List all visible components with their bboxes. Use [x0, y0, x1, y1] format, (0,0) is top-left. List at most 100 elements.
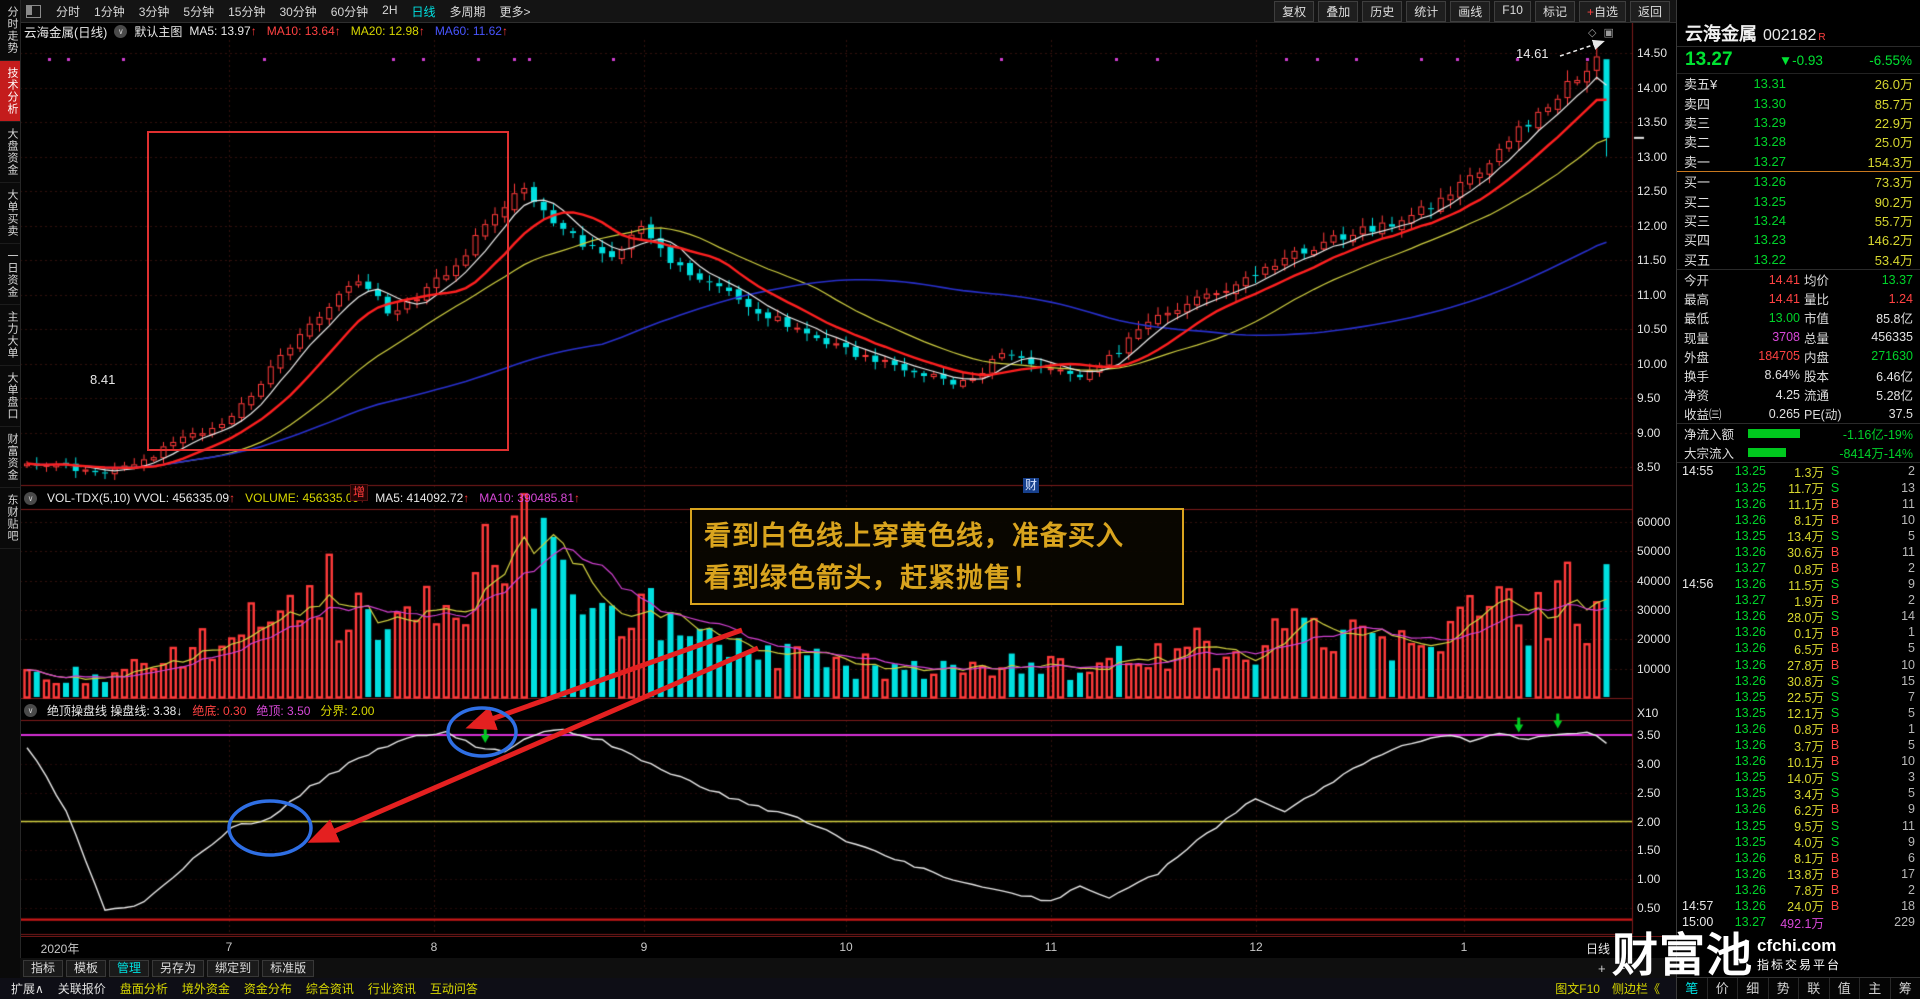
tick-row[interactable]: 13.26 0.8万 B 1 — [1677, 721, 1920, 738]
split-screen-icon[interactable] — [26, 4, 41, 18]
tick-row[interactable]: 13.25 12.1万 S 5 — [1677, 705, 1920, 722]
status-item-5[interactable]: 资金分布 — [243, 982, 292, 996]
indicator-settings-icon[interactable]: ∨ — [24, 703, 37, 717]
indicator-tab-6[interactable]: 标准版 — [262, 959, 315, 977]
tick-row[interactable]: 13.27 1.9万 B 2 — [1677, 592, 1920, 609]
tick-row[interactable]: 13.26 0.1万 B 1 — [1677, 624, 1920, 641]
sidebar-item-2[interactable]: 技术分析 — [0, 61, 20, 122]
orderbook-row[interactable]: 买二 13.25 90.2万 — [1677, 191, 1920, 210]
tick-row[interactable]: 13.25 11.7万 S 13 — [1677, 480, 1920, 497]
chart-settings-icon[interactable]: ∨ — [114, 24, 128, 38]
toolbar-button-4[interactable]: 统计 — [1406, 0, 1447, 22]
tick-row[interactable]: 13.26 27.8万 B 10 — [1677, 657, 1920, 674]
tick-row[interactable]: 14:55 13.25 1.3万 S 2 — [1677, 463, 1920, 480]
zoom-out-button[interactable]: − — [1617, 960, 1626, 976]
tick-row[interactable]: 13.26 7.8万 B 2 — [1677, 882, 1920, 899]
period-tab-6[interactable]: 30分钟 — [279, 4, 317, 19]
sidebar-item-4[interactable]: 大单买卖 — [0, 183, 20, 244]
tick-row[interactable]: 13.26 8.1万 B 10 — [1677, 512, 1920, 529]
period-tab-3[interactable]: 3分钟 — [138, 4, 170, 19]
indicator-tab-2[interactable]: 模板 — [66, 959, 107, 977]
price-chart-canvas[interactable] — [20, 22, 1676, 936]
status-right-item-1[interactable]: 图文F10 — [1555, 982, 1600, 996]
status-right-item-2[interactable]: 侧边栏《 — [1611, 982, 1660, 996]
sidebar-item-5[interactable]: 一日资金 — [0, 244, 20, 305]
orderbook-row[interactable]: 买三 13.24 55.7万 — [1677, 211, 1920, 230]
tick-row[interactable]: 13.26 30.8万 S 15 — [1677, 673, 1920, 690]
increase-event-marker[interactable]: 增 — [350, 484, 368, 501]
period-tab-7[interactable]: 60分钟 — [330, 4, 369, 19]
toolbar-button-7[interactable]: 标记 — [1534, 0, 1575, 22]
indicator-tab-4[interactable]: 另存为 — [152, 959, 205, 977]
period-tab-4[interactable]: 5分钟 — [183, 4, 215, 19]
period-tab-1[interactable]: 分时 — [56, 4, 81, 19]
toolbar-button-8[interactable]: +自选 — [1578, 0, 1626, 22]
orderbook-row[interactable]: 卖五¥ 13.31 26.0万 — [1677, 74, 1920, 93]
sidebar-item-7[interactable]: 大单盘口 — [0, 366, 20, 427]
indicator-tab-3[interactable]: 管理 — [109, 959, 150, 977]
orderbook-row[interactable]: 买五 13.22 53.4万 — [1677, 250, 1920, 269]
news-event-marker[interactable]: 财 — [1023, 478, 1039, 493]
quote-tab-5[interactable]: 联 — [1799, 978, 1830, 999]
status-item-1[interactable]: 扩展∧ — [11, 982, 44, 996]
quote-tab-1[interactable]: 笔 — [1677, 978, 1708, 999]
orderbook-row[interactable]: 卖三 13.29 22.9万 — [1677, 113, 1920, 132]
quote-tab-3[interactable]: 细 — [1738, 978, 1769, 999]
tick-row[interactable]: 13.26 10.1万 B 10 — [1677, 753, 1920, 770]
tick-row[interactable]: 13.26 8.1万 B 6 — [1677, 850, 1920, 867]
period-tab-11[interactable]: 更多> — [499, 4, 531, 19]
status-item-8[interactable]: 互动问答 — [429, 982, 478, 996]
tick-row[interactable]: 15:00 13.27 492.1万 229 — [1677, 914, 1920, 931]
sidebar-item-1[interactable]: 分时走势 — [0, 0, 20, 61]
tick-row[interactable]: 13.26 6.5万 B 5 — [1677, 640, 1920, 657]
sidebar-item-9[interactable]: 东财贴吧 — [0, 488, 20, 549]
tick-row[interactable]: 13.25 14.0万 S 3 — [1677, 769, 1920, 786]
toolbar-button-9[interactable]: 返回 — [1629, 0, 1670, 22]
tick-row[interactable]: 13.26 11.1万 B 11 — [1677, 496, 1920, 513]
period-tab-2[interactable]: 1分钟 — [94, 4, 125, 19]
volume-settings-icon[interactable]: ∨ — [24, 491, 37, 505]
toolbar-button-2[interactable]: 叠加 — [1318, 0, 1359, 22]
quote-tab-6[interactable]: 值 — [1830, 978, 1860, 999]
toolbar-button-3[interactable]: 历史 — [1362, 0, 1403, 22]
sidebar-item-8[interactable]: 财富资金 — [0, 427, 20, 488]
sidebar-item-3[interactable]: 大盘资金 — [0, 122, 20, 183]
tick-row[interactable]: 13.26 30.6万 B 11 — [1677, 544, 1920, 561]
tick-row[interactable]: 13.25 3.4万 S 5 — [1677, 785, 1920, 802]
annotation-note-box[interactable]: 看到白色线上穿黄色线，准备买入 看到绿色箭头，赶紧抛售！ — [690, 508, 1184, 605]
orderbook-row[interactable]: 买四 13.23 146.2万 — [1677, 230, 1920, 249]
tick-row[interactable]: 13.26 13.8万 B 17 — [1677, 866, 1920, 883]
orderbook-row[interactable]: 买一 13.26 73.3万 — [1677, 172, 1920, 191]
status-item-3[interactable]: 盘面分析 — [119, 982, 168, 996]
toolbar-button-1[interactable]: 复权 — [1274, 0, 1315, 22]
panel-toggle-icon[interactable]: ▣ — [1603, 27, 1614, 39]
tick-row[interactable]: 13.25 13.4万 S 5 — [1677, 528, 1920, 545]
tick-row[interactable]: 14:57 13.26 24.0万 B 18 — [1677, 898, 1920, 915]
quote-tab-4[interactable]: 势 — [1769, 978, 1799, 999]
status-item-7[interactable]: 行业资讯 — [367, 982, 416, 996]
indicator-tab-5[interactable]: 绑定到 — [207, 959, 260, 977]
diamond-marker-icon[interactable]: ◇ — [1588, 27, 1597, 39]
toolbar-button-5[interactable]: 画线 — [1450, 0, 1491, 22]
tick-row[interactable]: 13.26 3.7万 B 5 — [1677, 737, 1920, 754]
tick-row[interactable]: 13.26 6.2万 B 9 — [1677, 801, 1920, 818]
tick-row[interactable]: 13.25 22.5万 S 7 — [1677, 689, 1920, 706]
orderbook-row[interactable]: 卖一 13.27 154.3万 — [1677, 152, 1920, 171]
status-item-6[interactable]: 综合资讯 — [305, 982, 354, 996]
quote-tab-7[interactable]: 主 — [1860, 978, 1891, 999]
quote-tab-8[interactable]: 筹 — [1891, 978, 1920, 999]
indicator-tab-1[interactable]: 指标 — [23, 959, 64, 977]
tick-row[interactable]: 13.27 0.8万 B 2 — [1677, 560, 1920, 577]
status-item-4[interactable]: 境外资金 — [181, 982, 230, 996]
tick-row[interactable]: 13.25 9.5万 S 11 — [1677, 817, 1920, 835]
orderbook-row[interactable]: 卖四 13.30 85.7万 — [1677, 93, 1920, 112]
period-tab-10[interactable]: 多周期 — [449, 4, 486, 19]
quote-tab-2[interactable]: 价 — [1708, 978, 1738, 999]
orderbook-row[interactable]: 卖二 13.28 25.0万 — [1677, 132, 1920, 151]
status-item-2[interactable]: 关联报价 — [57, 982, 106, 996]
tick-row[interactable]: 13.26 28.0万 S 14 — [1677, 608, 1920, 625]
toolbar-button-6[interactable]: F10 — [1494, 0, 1531, 22]
x-axis-period-label[interactable]: 日线 — [1586, 942, 1611, 956]
tick-row[interactable]: 13.25 4.0万 S 9 — [1677, 834, 1920, 851]
sidebar-item-6[interactable]: 主力大单 — [0, 305, 20, 366]
